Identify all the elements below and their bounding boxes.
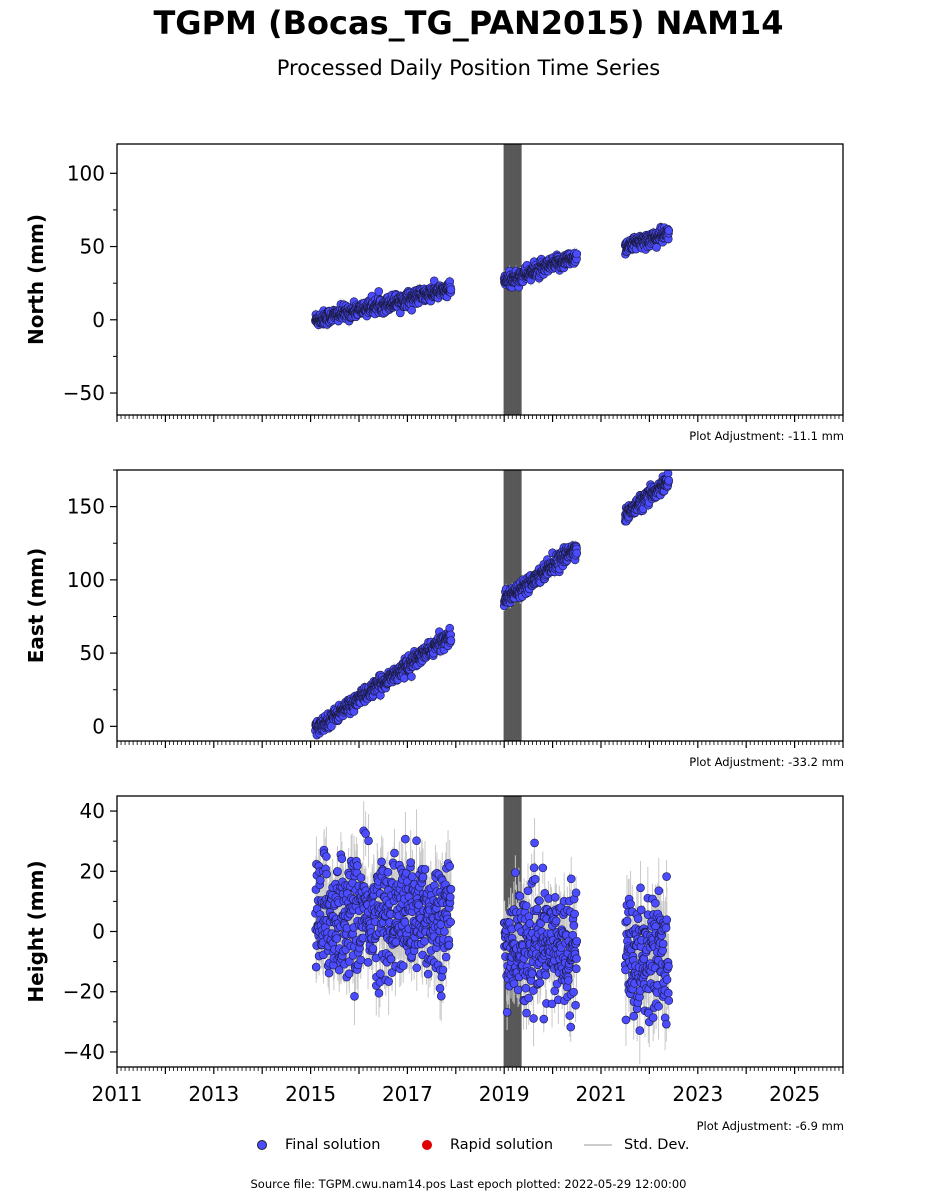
data-point	[399, 673, 409, 683]
data-point	[664, 226, 674, 235]
data-point	[407, 672, 416, 681]
y-tick-label: 50	[80, 235, 105, 259]
data-point	[572, 249, 582, 259]
north-plot-area	[311, 144, 674, 415]
north-axis-label: North (mm)	[24, 214, 48, 345]
y-tick-label: 100	[67, 568, 105, 592]
east-data-points	[311, 470, 674, 740]
east-plot-area	[311, 470, 674, 741]
north-frame	[116, 143, 844, 416]
north-data-points	[311, 222, 674, 330]
y-tick-label: 150	[67, 495, 105, 519]
y-tick-label: 50	[80, 641, 105, 665]
east-panel: 0 50 100 150 East (mm)	[24, 469, 844, 748]
data-point	[374, 287, 384, 296]
data-point	[407, 305, 416, 315]
east-axis-label: East (mm)	[24, 548, 48, 664]
y-tick-label: 0	[92, 308, 105, 332]
data-point	[446, 636, 456, 645]
chart-subtitle: Processed Daily Position Time Series	[276, 56, 661, 80]
east-frame	[116, 469, 844, 742]
data-point	[446, 285, 456, 294]
height-plot-area	[311, 796, 674, 1067]
chart-title: TGPM (Bocas_TG_PAN2015) NAM14	[153, 4, 784, 42]
y-tick-label: 0	[92, 714, 105, 738]
north-panel: −50 0 50 100 North (mm)	[24, 143, 844, 422]
data-point	[664, 476, 674, 485]
data-point	[572, 548, 582, 558]
y-tick-label: −50	[63, 381, 105, 405]
y-tick-label: 100	[67, 161, 105, 185]
